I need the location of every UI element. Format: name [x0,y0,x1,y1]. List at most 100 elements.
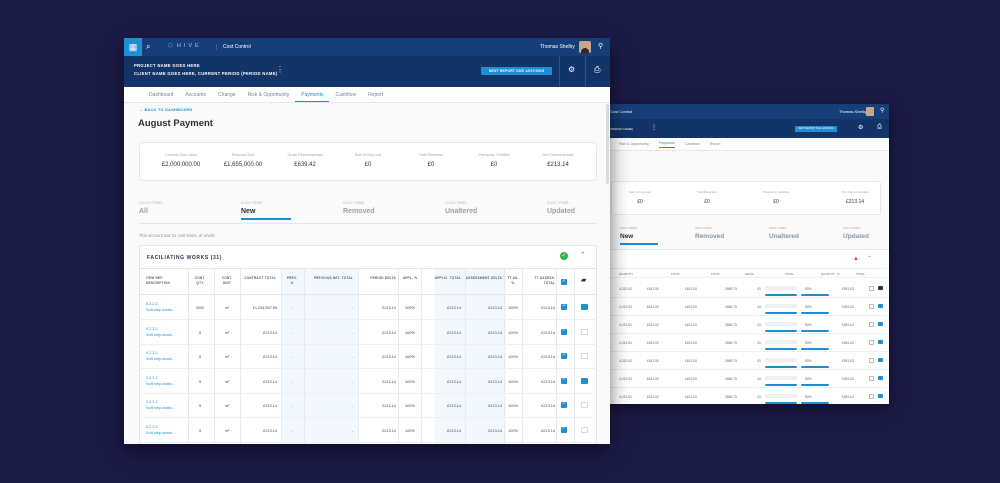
item-description[interactable]: Soft strip works... [146,308,176,312]
row-checkbox[interactable] [561,352,567,359]
item-description[interactable]: Soft strip works... [146,406,176,410]
col-tt-as-pct[interactable]: TT AS. % [507,276,519,285]
col-ref-description[interactable]: ITEM REF. DESCRIPTION [146,276,170,285]
input-chip[interactable] [765,340,797,344]
comment-icon[interactable] [581,377,588,384]
row-checkbox[interactable] [561,303,567,310]
row-checkbox[interactable] [561,401,567,408]
back-report-button[interactable]: NEXT REPORT DUE 12/07/2019 [795,126,837,132]
input-chip[interactable] [765,322,797,326]
tab-report[interactable]: Report [368,92,384,98]
back-print-icon[interactable]: ⎙ [877,124,882,130]
table-row[interactable]: 4,312.63 £613.00 £613.00 2665.75 43 80% £961.6… [607,334,889,352]
table-row[interactable]: 0.2.2.2 Soft strip works... 9000 m² £1,234,5… [140,296,596,320]
row-checkbox[interactable] [869,394,874,399]
row-checkbox[interactable] [561,327,567,335]
col-period-delta[interactable]: PERIOD DELTA [370,276,396,280]
row-checkbox[interactable] [869,340,874,345]
row-checkbox[interactable] [869,322,874,327]
comment-icon[interactable] [878,376,883,380]
col-cont-qty[interactable]: CONT. QTY [194,276,206,285]
col-applic-total[interactable]: APPLIC. TOTAL [434,276,461,280]
input-chip[interactable] [765,304,797,308]
gear-icon[interactable]: ⚙ [568,65,576,74]
table-row[interactable]: 0.2.2.2 Soft strip works... 9 m² £213.14- - £2… [140,345,596,369]
row-checkbox[interactable] [869,304,874,309]
row-checkbox[interactable] [869,286,874,291]
comment-icon[interactable] [878,322,883,326]
search-icon[interactable]: ⌕ [146,42,151,51]
col-tt-assess-total[interactable]: TT ASSESS. TOTAL [534,276,555,285]
back-tab-risk[interactable]: Risk & Opportunity [619,142,649,146]
col-previous-net-total[interactable]: PREVIOUS NET. TOTAL [313,276,353,280]
input-chip[interactable] [765,394,797,398]
tab-accounts[interactable]: Accounts [185,92,207,98]
table-row[interactable]: 0.2.2.2 Soft strip works... 9 m² £213.14- - £2… [140,394,596,418]
select-all-checkbox[interactable] [561,278,567,285]
back-collapse-icon[interactable]: ⌃ [867,256,873,262]
tab-risk-opportunity[interactable]: Risk & Opportunity [247,92,290,98]
back-filter-removed[interactable]: 0/112 ITEMS Removed [695,226,725,240]
tab-payments[interactable]: Payments [295,87,330,102]
back-more-icon[interactable]: ⋮ [651,125,657,131]
item-description[interactable]: Soft strip works... [146,430,176,435]
comment-icon[interactable] [581,328,588,335]
table-row[interactable]: 4,312.63 £613.00 £613.00 2665.75 43 80% £961.6… [607,298,889,316]
comment-icon[interactable] [878,304,883,308]
tab-dashboard[interactable]: Dashboard [149,92,174,98]
back-filter-unaltered[interactable]: 0/112 ITEMS Unaltered [769,226,799,240]
item-description[interactable]: Soft strip works... [146,357,176,361]
row-checkbox[interactable] [561,425,567,433]
table-row[interactable]: 4,312.63 £613.00 £613.00 2665.75 43 80% £961.6… [607,370,889,388]
grid-icon[interactable]: ▦ [124,38,142,56]
comment-icon[interactable] [581,426,588,433]
back-pin-icon[interactable]: ⚲ [880,108,885,114]
filter-updated[interactable]: 0/112 ITEMS Updated [547,201,575,215]
user-name[interactable]: Thomas Shelby [540,44,575,50]
table-row[interactable]: 0.2.2.2 Soft strip works... 9 m² £213.14- - £2… [140,419,596,443]
more-options-icon[interactable]: ⋮ [276,65,284,74]
next-report-button[interactable]: NEXT REPORT DUE 12/07/2019 [481,67,552,75]
comment-icon[interactable] [581,304,588,310]
col-prev-pct[interactable]: PREV. % [286,276,298,285]
input-chip[interactable] [765,286,797,290]
back-to-dashboard-link[interactable]: ← BACK TO DASHBOARD [139,108,193,112]
comment-icon[interactable] [878,286,883,290]
item-description[interactable]: Soft strip works... [146,381,176,386]
row-checkbox[interactable] [869,358,874,363]
table-row[interactable]: 4,312.63 £613.00 £613.00 2665.75 43 80% £961.6… [607,280,889,298]
comment-icon[interactable] [878,358,883,362]
item-description[interactable]: Soft strip works... [146,332,176,337]
print-icon[interactable]: ⎙ [594,65,601,74]
table-row[interactable]: 0.2.2.2 Soft strip works... 9 m² £213.14- - £2… [140,370,596,394]
table-row[interactable]: 4,312.63 £613.00 £613.00 2665.75 43 80% £961.6… [607,388,889,404]
back-tab-report[interactable]: Report [709,142,721,146]
input-chip[interactable] [765,376,797,380]
back-filter-updated[interactable]: 0/112 ITEMS Updated [843,226,869,240]
filter-new[interactable]: 0/112 ITEMS New [241,201,291,220]
row-checkbox[interactable] [561,376,567,384]
table-row[interactable]: 0.2.2.2 Soft strip works... 9 m² £213.14- - £2… [140,321,596,345]
comment-icon[interactable] [878,394,883,398]
filter-all[interactable]: 23/112 ITEMS All [139,201,163,215]
filter-unaltered[interactable]: 0/112 ITEMS Unaltered [445,201,478,215]
input-chip[interactable] [765,358,797,362]
back-gear-icon[interactable]: ⚙ [858,125,864,131]
col-cont-unit[interactable]: CONT. UNIT [221,276,233,285]
back-filter-new[interactable]: 0/112 ITEMS New [620,226,658,245]
filter-removed[interactable]: 0/112 ITEMS Removed [343,201,375,215]
col-appl-pct[interactable]: APPL. % [402,276,418,280]
comment-icon[interactable] [581,353,588,359]
col-contract-total[interactable]: CONTRACT TOTAL [244,276,276,280]
chevron-up-icon[interactable]: ⌃ [580,252,586,259]
table-row[interactable]: 4,312.63 £613.00 £613.00 2665.75 43 80% £961.6… [607,352,889,370]
col-assessment-delta[interactable]: ASSESSMENT DELTA [465,276,502,280]
comment-icon[interactable] [878,340,883,344]
table-row[interactable]: 4,312.63 £613.00 £613.00 2665.75 43 80% £961.6… [607,316,889,334]
avatar[interactable] [579,41,591,53]
scrollbar[interactable] [606,104,609,184]
comment-icon[interactable] [581,402,588,408]
location-pin-icon[interactable]: ⚲ [598,43,604,50]
tab-change[interactable]: Change [218,92,236,98]
back-tab-cashflow[interactable]: Cashflow [684,142,700,146]
